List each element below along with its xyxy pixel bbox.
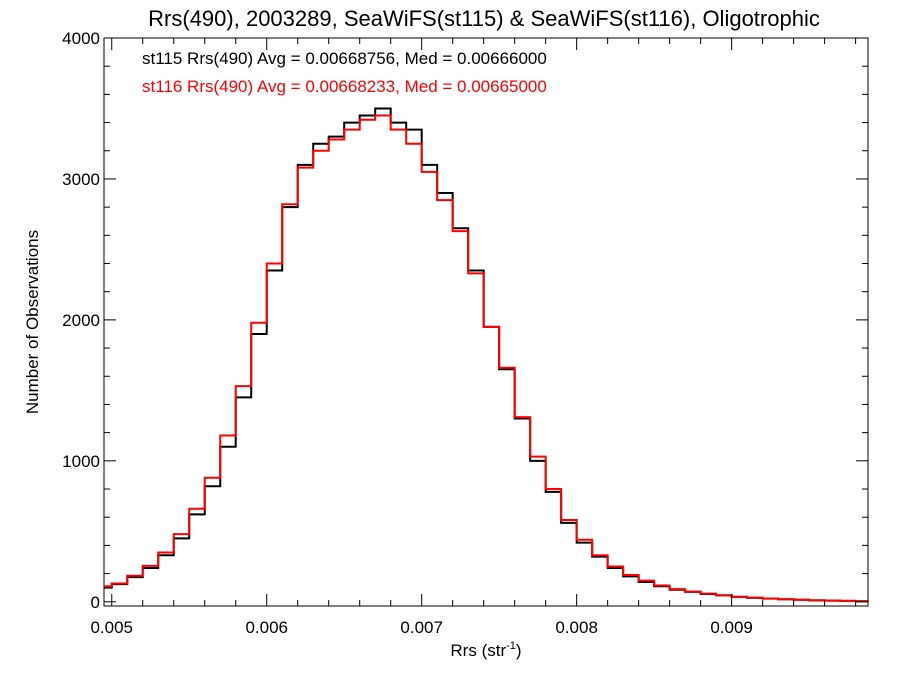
x-tick-label: 0.006 [245,618,288,637]
legend-entry-st116: st116 Rrs(490) Avg = 0.00668233, Med = 0… [142,77,547,96]
ticks-layer: 0.005 0.006 0.007 0.008 0.009 0 1000 2000 3000 40… [62,29,868,637]
series-layer [104,107,869,603]
series-line-st115 [104,107,869,603]
x-axis-label-sup: -1 [506,640,516,652]
x-tick-label: 0.009 [710,618,753,637]
y-tick-label: 2000 [62,311,100,330]
x-axis-label-main: Rrs (str [450,641,506,660]
y-axis-label: Number of Observations [23,230,42,414]
chart-title: Rrs(490), 2003289, SeaWiFS(st115) & SeaW… [148,6,820,31]
y-tick-label: 3000 [62,170,100,189]
legend: st115 Rrs(490) Avg = 0.00668756, Med = 0… [142,49,547,96]
y-tick-label: 0 [91,593,100,612]
x-tick-label: 0.005 [90,618,133,637]
x-tick-label: 0.008 [555,618,598,637]
x-axis-label: Rrs (str-1) [450,640,521,660]
series-line-st116 [104,114,869,603]
x-tick-label: 0.007 [400,618,443,637]
legend-entry-st115: st115 Rrs(490) Avg = 0.00668756, Med = 0… [142,49,547,68]
y-tick-label: 1000 [62,452,100,471]
plot-frame [103,37,869,607]
y-tick-label: 4000 [62,29,100,48]
x-axis-label-close: ) [516,641,522,660]
